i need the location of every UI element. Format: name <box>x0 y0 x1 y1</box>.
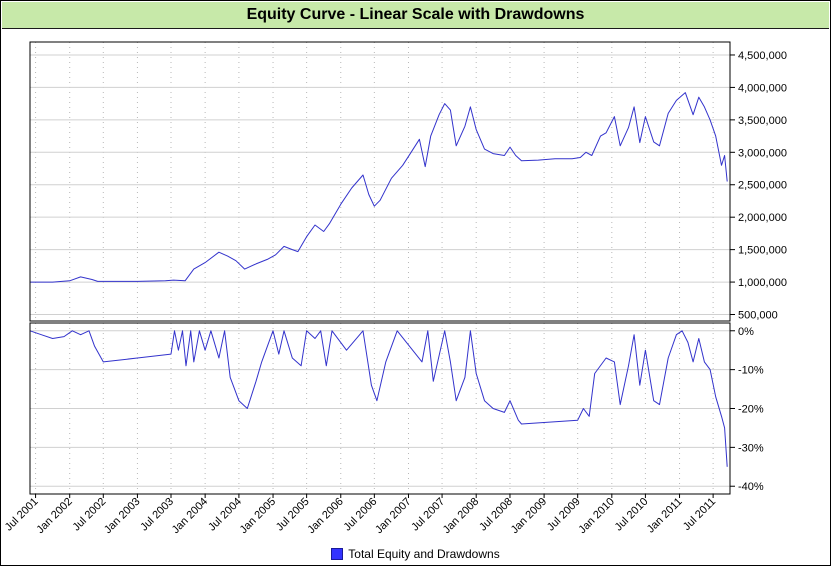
equity-plot-border <box>29 41 731 322</box>
x-tick-label: Jan 2010 <box>576 496 616 536</box>
drawdowns-y-tick-label: -10% <box>738 365 764 377</box>
drawdowns-plot-border <box>29 322 731 495</box>
x-tick-label: Jan 2011 <box>645 496 685 536</box>
legend-swatch <box>331 548 344 560</box>
equity-y-tick-label: 3,000,000 <box>738 147 787 159</box>
legend-entry: Total Equity and Drawdowns <box>348 547 500 561</box>
title-bar: Equity Curve - Linear Scale with Drawdow… <box>2 2 829 29</box>
x-tick-label: Jan 2008 <box>441 496 481 536</box>
equity-y-tick-label: 4,500,000 <box>738 50 787 62</box>
equity-y-tick-label: 1,500,000 <box>738 245 787 257</box>
x-tick-label: Jan 2004 <box>170 496 210 536</box>
drawdowns-series-line <box>29 330 728 467</box>
drawdowns-y-tick-label: 0% <box>738 326 754 338</box>
equity-y-tick-label: 3,500,000 <box>738 115 787 127</box>
chart-title: Equity Curve - Linear Scale with Drawdow… <box>246 6 585 23</box>
x-tick-label: Jan 2009 <box>509 496 549 536</box>
equity-series-line <box>30 92 728 283</box>
drawdowns-y-tick-label: -30% <box>738 442 764 454</box>
equity-y-tick-label: 2,000,000 <box>738 212 787 224</box>
equity-plot-area <box>30 42 730 321</box>
x-tick-label: Jan 2005 <box>238 496 278 536</box>
equity-y-tick-label: 1,000,000 <box>738 277 787 289</box>
drawdowns-y-tick-label: -40% <box>738 481 764 493</box>
x-tick-label: Jan 2006 <box>305 496 345 536</box>
x-tick-label: Jan 2007 <box>373 496 413 536</box>
drawdowns-y-tick-label: -20% <box>738 404 764 416</box>
x-tick-label: Jan 2002 <box>34 496 74 536</box>
equity-y-tick-label: 4,000,000 <box>738 82 787 94</box>
equity-y-tick-label: 500,000 <box>738 310 778 322</box>
legend: Total Equity and Drawdowns <box>0 545 831 563</box>
equity-y-tick-label: 2,500,000 <box>738 180 787 192</box>
x-tick-label: Jul 2011 <box>681 496 718 533</box>
x-tick-label: Jan 2003 <box>102 496 142 536</box>
